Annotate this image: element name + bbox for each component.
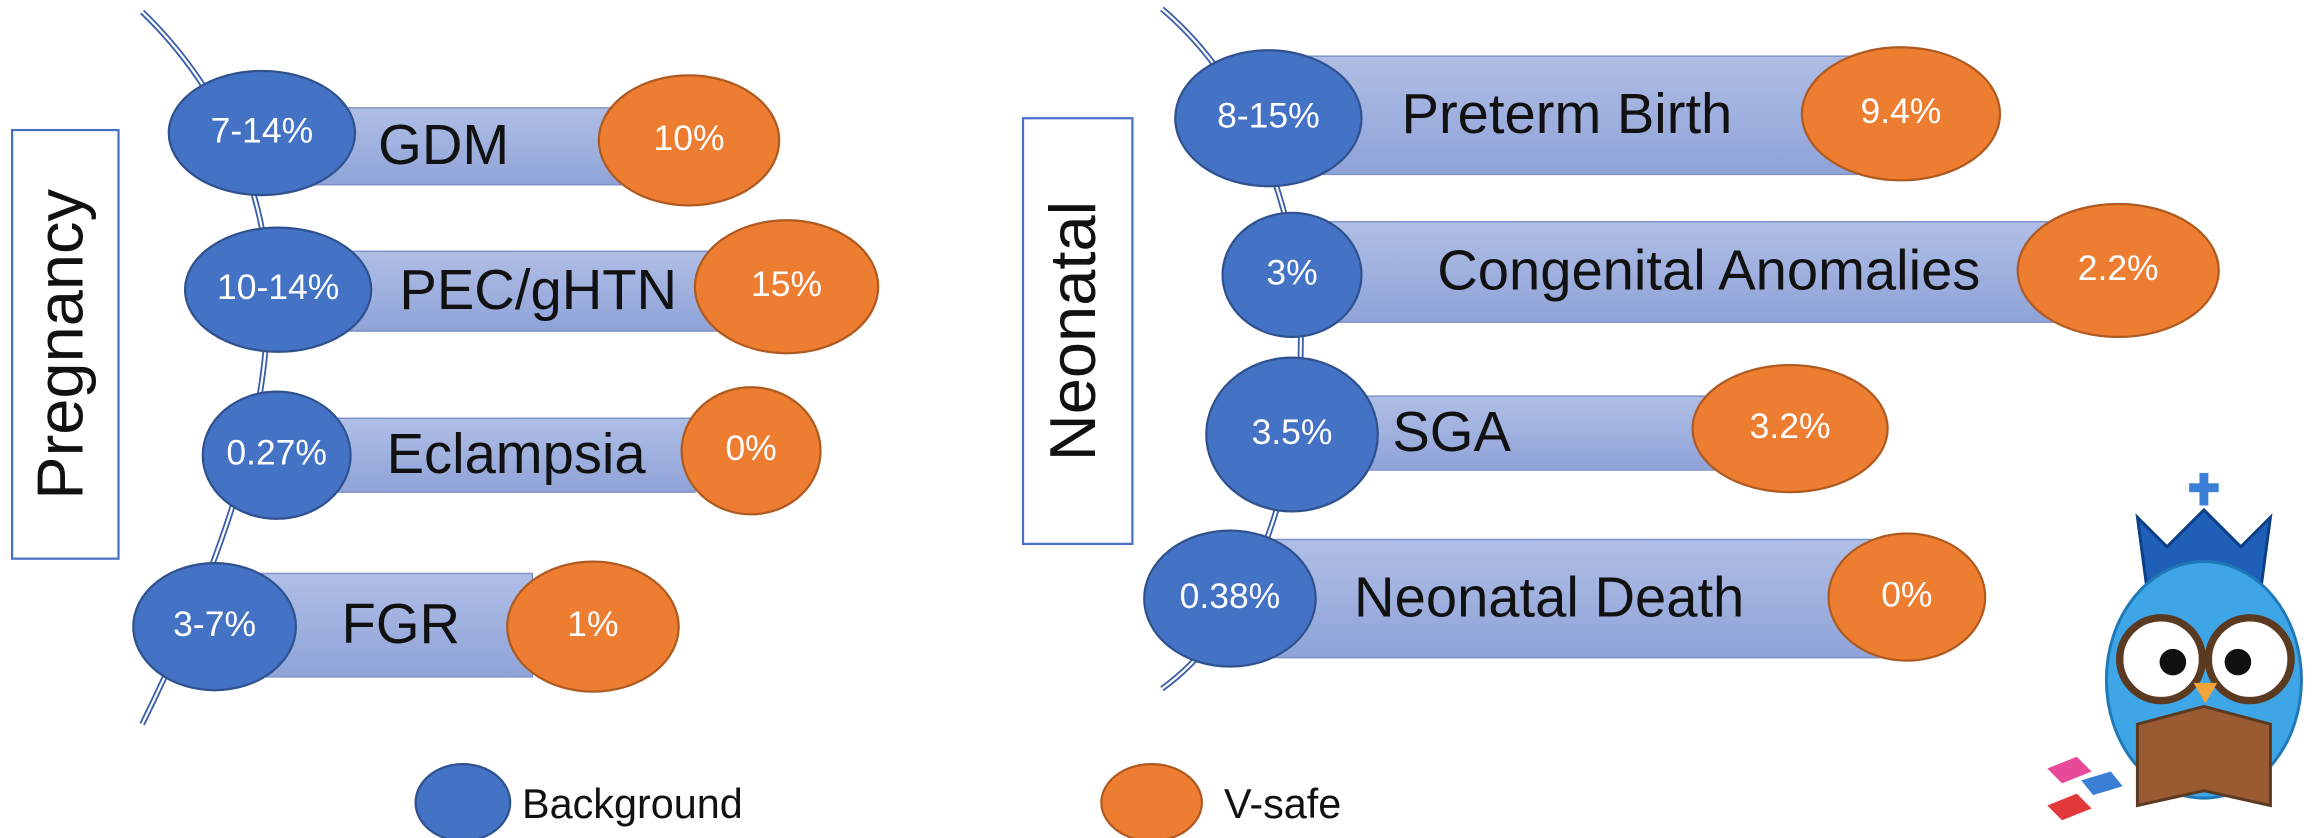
row-label: Preterm Birth [1402, 82, 1733, 145]
row-label: FGR [342, 592, 461, 655]
vsafe-value: 10% [654, 118, 725, 158]
vsafe-value: 0% [1881, 574, 1932, 614]
background-value: 10-14% [217, 267, 339, 307]
vsafe-value: 2.2% [2078, 248, 2159, 288]
vsafe-value: 1% [567, 604, 618, 644]
background-value: 3.5% [1252, 412, 1333, 452]
background-value: 0.27% [226, 433, 327, 473]
section-label: Pregnancy [23, 188, 96, 499]
vsafe-value: 15% [751, 264, 822, 304]
legend-swatch [416, 764, 511, 838]
legend-label: V-safe [1224, 781, 1341, 827]
section-label: Neonatal [1036, 201, 1109, 461]
legend-label: Background [522, 781, 743, 827]
background-value: 3-7% [173, 604, 256, 644]
background-value: 7-14% [211, 110, 314, 150]
background-value: 0.38% [1180, 576, 1281, 616]
vsafe-value: 0% [725, 428, 776, 468]
background-value: 3% [1266, 252, 1317, 292]
vsafe-value: 9.4% [1861, 91, 1942, 131]
row-label: GDM [378, 113, 509, 176]
row-label: SGA [1392, 400, 1511, 463]
infographic: Pregnancy GDM 10% 7-14% PEC/gHTN 15% 10-14% Ecl… [0, 0, 2318, 838]
row-label: Eclampsia [387, 422, 647, 485]
vsafe-value: 3.2% [1750, 406, 1831, 446]
row-label: Congenital Anomalies [1437, 239, 1980, 302]
owl [2047, 473, 2301, 820]
background-value: 8-15% [1217, 96, 1320, 136]
row-label: Neonatal Death [1354, 565, 1744, 628]
legend-swatch [1101, 764, 1202, 838]
content: Pregnancy GDM 10% 7-14% PEC/gHTN 15% 10-14% Ecl… [12, 47, 2219, 838]
row-label: PEC/gHTN [399, 258, 677, 321]
